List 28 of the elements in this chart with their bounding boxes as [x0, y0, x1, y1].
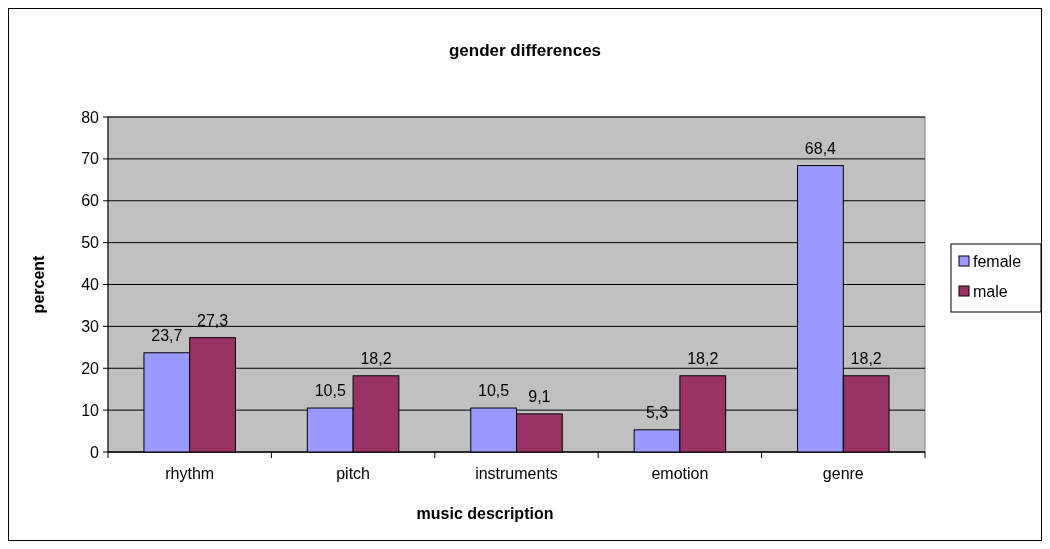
x-tick-label: rhythm: [165, 465, 215, 482]
data-label: 10,5: [314, 382, 346, 400]
data-label: 27,3: [197, 311, 229, 329]
x-tick-label: pitch: [336, 465, 370, 482]
y-tick-label: 40: [81, 276, 100, 294]
data-label: 18,2: [687, 349, 719, 367]
y-tick-label: 70: [81, 150, 100, 168]
x-tick-label: emotion: [651, 465, 709, 482]
data-label: 18,2: [360, 349, 392, 367]
legend-label: female: [973, 252, 1022, 270]
y-tick-label: 50: [81, 234, 100, 252]
data-label: 23,7: [151, 326, 183, 344]
data-label: 68,4: [804, 139, 837, 157]
y-tick-label: 30: [81, 317, 100, 335]
y-tick-label: 20: [81, 359, 100, 377]
data-label: 18,2: [850, 349, 882, 367]
y-axis-title: percent: [30, 254, 47, 314]
y-tick-label: 0: [90, 443, 100, 461]
data-label: 10,5: [478, 382, 510, 400]
y-tick-label: 60: [81, 192, 100, 210]
y-tick-label: 80: [81, 108, 100, 126]
chart-title: gender differences: [448, 41, 602, 60]
x-axis-title: music description: [416, 505, 554, 522]
legend-label: male: [973, 282, 1008, 300]
x-tick-label: instruments: [475, 465, 558, 482]
x-tick-label: genre: [822, 465, 864, 482]
y-tick-label: 10: [81, 401, 100, 419]
data-label: 9,1: [528, 387, 551, 405]
